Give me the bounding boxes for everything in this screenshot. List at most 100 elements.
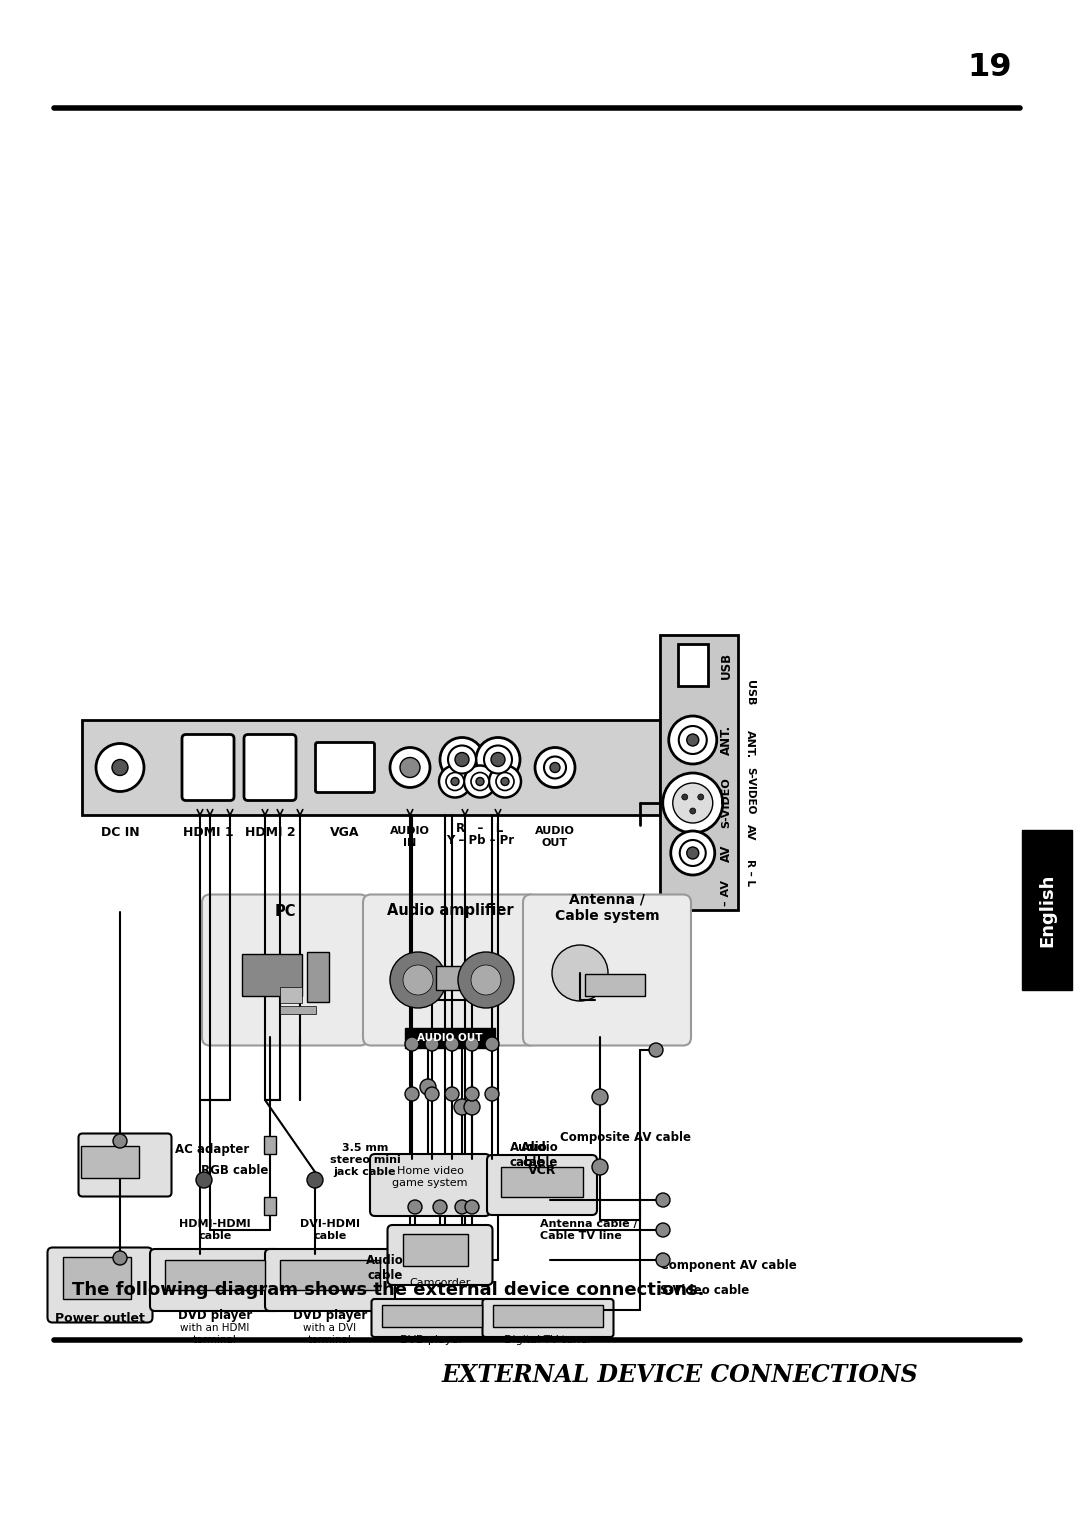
Circle shape: [669, 716, 717, 764]
Bar: [382, 1304, 482, 1327]
Circle shape: [679, 839, 705, 865]
Text: Camcorder: Camcorder: [409, 1278, 471, 1287]
Circle shape: [690, 807, 696, 813]
Circle shape: [438, 766, 471, 798]
FancyBboxPatch shape: [370, 1154, 490, 1216]
FancyBboxPatch shape: [48, 1248, 152, 1323]
Circle shape: [485, 1037, 499, 1050]
Text: Antenna cable /
Cable TV line: Antenna cable / Cable TV line: [540, 1219, 637, 1242]
FancyBboxPatch shape: [183, 734, 234, 801]
FancyBboxPatch shape: [79, 1133, 172, 1197]
Circle shape: [671, 830, 715, 875]
Text: DVI-HDMI
cable: DVI-HDMI cable: [300, 1219, 360, 1242]
Bar: [585, 974, 645, 995]
Circle shape: [649, 1043, 663, 1057]
Circle shape: [408, 1200, 422, 1214]
Text: Audio
cable: Audio cable: [522, 1141, 558, 1170]
Circle shape: [465, 1037, 480, 1050]
Circle shape: [484, 746, 512, 774]
Bar: [492, 1304, 603, 1327]
Bar: [405, 1027, 495, 1047]
Text: AC adapter: AC adapter: [175, 1144, 249, 1156]
Text: DC IN: DC IN: [100, 827, 139, 839]
Circle shape: [592, 1159, 608, 1174]
Circle shape: [476, 737, 519, 781]
Circle shape: [426, 1087, 438, 1101]
FancyBboxPatch shape: [483, 1300, 613, 1336]
Circle shape: [501, 778, 509, 786]
Text: Y – Pb – Pr: Y – Pb – Pr: [446, 835, 514, 847]
FancyBboxPatch shape: [150, 1249, 280, 1310]
Circle shape: [465, 1087, 480, 1101]
Circle shape: [448, 746, 476, 774]
Circle shape: [678, 726, 706, 754]
Circle shape: [113, 1135, 127, 1148]
Circle shape: [307, 1173, 323, 1188]
Circle shape: [403, 965, 433, 995]
Circle shape: [390, 748, 430, 787]
Circle shape: [426, 1037, 438, 1050]
Text: R – L: R – L: [745, 859, 755, 885]
Text: AUDIO OUT: AUDIO OUT: [417, 1034, 483, 1043]
Circle shape: [656, 1193, 670, 1206]
Text: AUDIO
OUT: AUDIO OUT: [535, 826, 575, 847]
Circle shape: [455, 1200, 469, 1214]
Circle shape: [550, 763, 561, 772]
Bar: [280, 1006, 316, 1014]
Text: AV: AV: [745, 824, 755, 841]
Text: DVD player: DVD player: [293, 1309, 367, 1323]
FancyBboxPatch shape: [372, 1300, 492, 1336]
Text: ANT.: ANT.: [719, 725, 733, 755]
Text: Audio amplifier: Audio amplifier: [387, 902, 513, 917]
Text: USB: USB: [719, 651, 733, 679]
Circle shape: [592, 1089, 608, 1105]
Circle shape: [485, 1087, 499, 1101]
Text: Digital TV tuner: Digital TV tuner: [504, 1335, 592, 1346]
Circle shape: [451, 778, 459, 786]
Text: AUDIO
IN: AUDIO IN: [390, 826, 430, 847]
Text: HDMI-HDMI
cable: HDMI-HDMI cable: [179, 1219, 251, 1242]
Text: VGA: VGA: [330, 827, 360, 839]
Circle shape: [113, 1251, 127, 1264]
Text: ANT.: ANT.: [745, 731, 755, 758]
Circle shape: [698, 794, 704, 800]
Circle shape: [687, 734, 699, 746]
Text: S-VIDEO: S-VIDEO: [721, 778, 731, 829]
Bar: [1022, 830, 1072, 989]
Circle shape: [405, 1037, 419, 1050]
Text: Home video
game system: Home video game system: [392, 1167, 468, 1188]
Circle shape: [471, 965, 501, 995]
Text: HDMI 1: HDMI 1: [183, 827, 233, 839]
Circle shape: [465, 1200, 480, 1214]
Circle shape: [544, 757, 566, 778]
Circle shape: [458, 953, 514, 1008]
Text: EXTERNAL DEVICE CONNECTIONS: EXTERNAL DEVICE CONNECTIONS: [442, 1362, 918, 1387]
Circle shape: [445, 1037, 459, 1050]
Bar: [403, 1234, 468, 1266]
Text: AV: AV: [719, 844, 733, 862]
Circle shape: [496, 772, 514, 790]
Circle shape: [455, 752, 469, 766]
Circle shape: [112, 760, 129, 775]
Bar: [165, 1260, 265, 1290]
Text: – AV: – AV: [721, 881, 731, 907]
Circle shape: [656, 1252, 670, 1268]
Bar: [242, 954, 302, 995]
Circle shape: [673, 783, 713, 823]
Circle shape: [405, 1087, 419, 1101]
Text: 19: 19: [968, 52, 1012, 83]
Text: HDMI 2: HDMI 2: [245, 827, 295, 839]
FancyBboxPatch shape: [363, 894, 537, 1046]
Circle shape: [552, 945, 608, 1001]
Circle shape: [390, 953, 446, 1008]
Circle shape: [464, 766, 496, 798]
FancyBboxPatch shape: [523, 894, 691, 1046]
Circle shape: [195, 1173, 212, 1188]
FancyBboxPatch shape: [244, 734, 296, 801]
Bar: [501, 1167, 583, 1197]
Text: R   –   L: R – L: [457, 823, 503, 835]
Text: with a DVI: with a DVI: [303, 1323, 356, 1333]
Text: Component AV cable: Component AV cable: [660, 1258, 797, 1272]
Circle shape: [489, 766, 521, 798]
Circle shape: [476, 778, 484, 786]
